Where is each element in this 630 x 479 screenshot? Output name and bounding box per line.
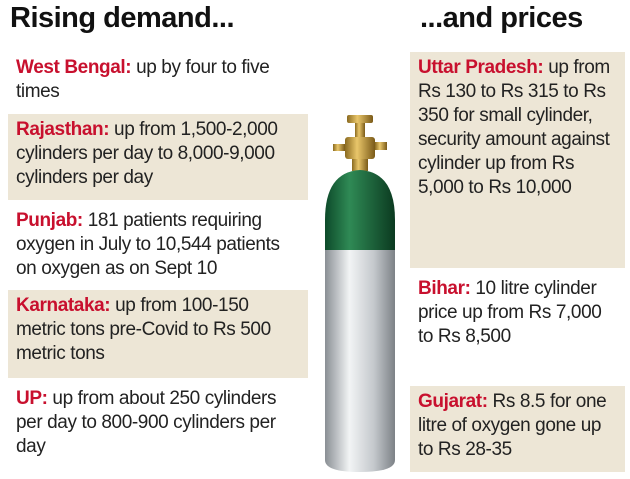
entry-text: 181 patients requiring oxygen in July to… bbox=[16, 210, 280, 279]
entry-text: up from 1,500-2,000 cylinders per day to… bbox=[16, 119, 278, 188]
entry-text: up from 100-150 metric tons pre-Covid to… bbox=[16, 295, 271, 364]
entry: Uttar Pradesh: up from Rs 130 to Rs 315 … bbox=[410, 52, 625, 268]
entry: Bihar: 10 litre cylinder price up from R… bbox=[410, 273, 625, 381]
right-title: ...and prices bbox=[420, 2, 583, 34]
entry: Gujarat: Rs 8.5 for one litre of oxygen … bbox=[410, 386, 625, 472]
entry-label: West Bengal: bbox=[16, 57, 132, 78]
entry-text: up from Rs 130 to Rs 315 to Rs 350 for s… bbox=[418, 57, 610, 198]
entry: Karnataka: up from 100-150 metric tons p… bbox=[8, 290, 308, 378]
entry-label: Karnataka: bbox=[16, 295, 111, 316]
entry: West Bengal: up by four to five times bbox=[8, 52, 308, 109]
entry-label: Bihar: bbox=[418, 278, 471, 299]
left-column: West Bengal: up by four to five times Raj… bbox=[8, 52, 308, 476]
entry: UP: up from about 250 cylinders per day … bbox=[8, 383, 308, 471]
entry-label: Uttar Pradesh: bbox=[418, 57, 544, 78]
right-column: Uttar Pradesh: up from Rs 130 to Rs 315 … bbox=[410, 52, 625, 477]
entry: Punjab: 181 patients requiring oxygen in… bbox=[8, 205, 308, 285]
oxygen-cylinder bbox=[325, 115, 395, 472]
entry-label: Gujarat: bbox=[418, 391, 488, 412]
entry-text: up by four to five times bbox=[16, 57, 270, 102]
entry-text: Rs 8.5 for one litre of oxygen gone up t… bbox=[418, 391, 607, 460]
entry-label: Punjab: bbox=[16, 210, 83, 231]
entry-label: Rajasthan: bbox=[16, 119, 110, 140]
entry: Rajasthan: up from 1,500-2,000 cylinders… bbox=[8, 114, 308, 200]
entry-text: 10 litre cylinder price up from Rs 7,000… bbox=[418, 278, 602, 347]
entry-label: UP: bbox=[16, 388, 48, 409]
left-title: Rising demand... bbox=[10, 2, 235, 34]
entry-text: up from about 250 cylinders per day to 8… bbox=[16, 388, 277, 457]
